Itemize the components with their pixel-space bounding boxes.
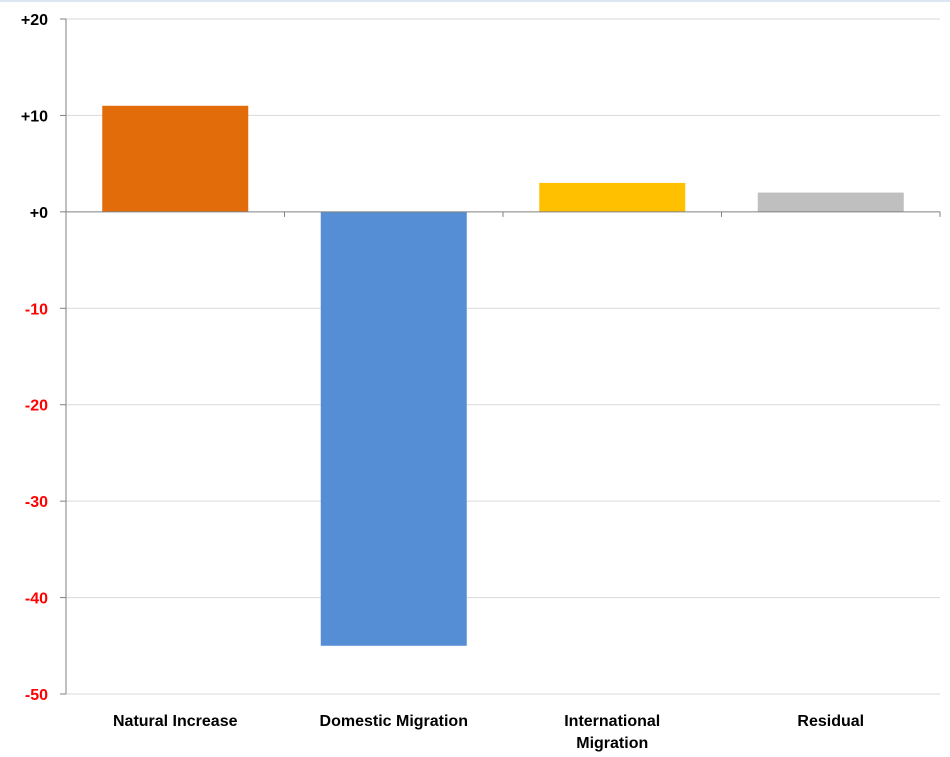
y-tick-labels: +20 +10 +0 -10 -20 -30 -40 -50 — [21, 12, 48, 704]
x-category-labels: Natural Increase Domestic Migration Intern… — [113, 713, 864, 752]
y-tick-label: -30 — [25, 494, 48, 511]
axes — [60, 18, 941, 695]
top-border — [0, 0, 950, 2]
bar-natural-increase — [102, 105, 249, 212]
x-category-label: International Migration — [564, 713, 660, 752]
x-category-label: Residual — [797, 713, 864, 730]
y-tick-label: +10 — [21, 108, 48, 125]
bars — [102, 105, 904, 646]
bar-residual — [757, 192, 904, 212]
y-tick-label: -40 — [25, 591, 48, 608]
bar-international-migration — [539, 182, 686, 212]
x-category-label: Domestic Migration — [320, 713, 468, 730]
gridlines — [66, 18, 940, 695]
y-tick-label: -50 — [25, 687, 48, 704]
y-tick-label: +20 — [21, 12, 48, 29]
y-tick-label: -20 — [25, 398, 48, 415]
x-category-label: Natural Increase — [113, 713, 238, 730]
y-tick-label: -10 — [25, 301, 48, 318]
bar-domestic-migration — [320, 211, 467, 646]
y-tick-label: +0 — [30, 205, 48, 222]
